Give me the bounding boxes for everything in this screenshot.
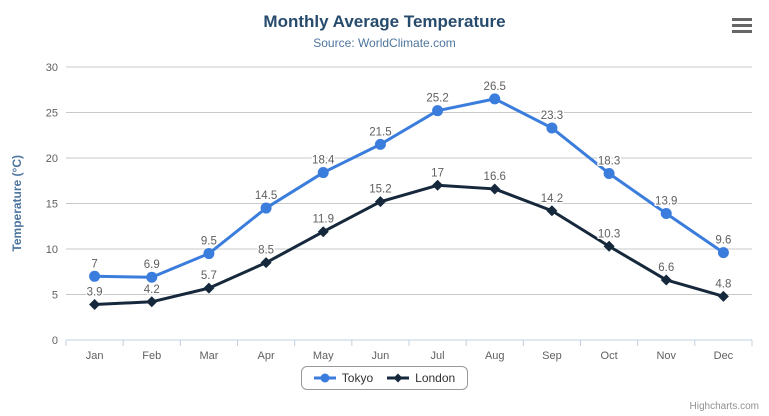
y-axis-tick-label: 10 — [46, 244, 58, 256]
data-point-marker[interactable] — [546, 122, 558, 134]
data-label: 6.6 — [658, 262, 674, 274]
data-point-marker[interactable] — [317, 167, 329, 179]
data-point-marker[interactable] — [317, 226, 329, 238]
data-point-marker[interactable] — [89, 270, 101, 282]
chart-title: Monthly Average Temperature — [263, 12, 506, 31]
data-point-marker[interactable] — [260, 257, 272, 269]
y-axis-tick-label: 15 — [46, 199, 58, 211]
data-point-marker[interactable] — [146, 296, 158, 308]
data-point-marker[interactable] — [717, 247, 729, 259]
x-axis-tick-label: Jul — [431, 350, 445, 362]
data-label: 14.2 — [541, 193, 563, 205]
data-label: 23.3 — [541, 110, 563, 122]
data-label: 18.3 — [598, 155, 620, 167]
y-axis-tick-label: 0 — [52, 335, 58, 347]
x-axis-tick-label: May — [313, 350, 334, 362]
data-label: 14.5 — [255, 190, 277, 202]
data-label: 3.9 — [87, 287, 103, 299]
data-point-marker[interactable] — [432, 105, 444, 117]
y-axis-title: Temperature (°C) — [10, 155, 24, 252]
series-line-tokyo — [93, 97, 725, 279]
credits-link[interactable]: Highcharts.com — [689, 401, 759, 412]
data-point-marker[interactable] — [489, 93, 501, 105]
x-axis-tick-label: Feb — [142, 350, 161, 362]
context-menu-button[interactable] — [730, 15, 754, 35]
y-axis-tick-label: 20 — [46, 153, 58, 165]
data-label: 25.2 — [426, 93, 448, 105]
y-axis-tick-label: 5 — [52, 290, 58, 302]
data-point-marker[interactable] — [660, 208, 672, 220]
data-point-marker[interactable] — [603, 167, 615, 179]
x-axis-tick-label: Jun — [372, 350, 390, 362]
data-point-marker[interactable] — [717, 290, 729, 302]
circle-marker-icon — [313, 373, 336, 383]
y-axis-tick-label: 30 — [46, 62, 58, 74]
data-label: 7 — [91, 258, 97, 270]
data-label: 15.2 — [369, 184, 391, 196]
data-label: 17 — [431, 167, 444, 179]
legend-box: Tokyo London — [300, 366, 469, 390]
data-label: 13.9 — [655, 196, 677, 208]
data-point-marker[interactable] — [660, 274, 672, 286]
data-point-marker[interactable] — [489, 183, 501, 195]
x-axis-tick-label: Mar — [199, 350, 218, 362]
x-axis-tick-label: Aug — [485, 350, 505, 362]
legend-item-london[interactable]: London — [387, 371, 455, 385]
data-label: 26.5 — [484, 81, 506, 93]
data-point-marker[interactable] — [374, 196, 386, 208]
x-axis-tick-label: Oct — [601, 350, 618, 362]
data-label: 21.5 — [369, 126, 391, 138]
data-point-marker[interactable] — [89, 299, 101, 311]
data-point-marker[interactable] — [546, 205, 558, 217]
data-point-marker[interactable] — [203, 248, 215, 260]
x-axis-tick-label: Apr — [258, 350, 275, 362]
hamburger-icon — [732, 17, 752, 21]
y-axis-tick-label: 25 — [46, 108, 58, 120]
data-label: 4.8 — [715, 278, 731, 290]
legend-item-tokyo[interactable]: Tokyo — [313, 371, 374, 385]
x-axis-tick-label: Sep — [542, 350, 562, 362]
data-point-marker[interactable] — [603, 240, 615, 252]
x-axis-tick-label: Dec — [714, 350, 734, 362]
data-label: 8.5 — [258, 245, 274, 257]
diamond-marker-icon — [387, 373, 410, 383]
data-label: 16.6 — [484, 171, 506, 183]
x-axis-tick-label: Nov — [656, 350, 676, 362]
chart-subtitle: Source: WorldClimate.com — [313, 36, 456, 50]
data-point-marker[interactable] — [260, 202, 272, 214]
data-label: 9.5 — [201, 236, 217, 248]
legend: Tokyo London — [0, 366, 769, 390]
x-axis-tick-label: Jan — [86, 350, 104, 362]
hamburger-icon — [732, 23, 752, 27]
data-label: 5.7 — [201, 270, 217, 282]
data-label: 18.4 — [312, 155, 335, 167]
data-point-marker[interactable] — [374, 138, 386, 150]
data-point-marker[interactable] — [432, 179, 444, 191]
data-point-marker[interactable] — [203, 282, 215, 294]
data-label: 6.9 — [144, 259, 160, 271]
data-point-marker[interactable] — [146, 271, 158, 283]
data-label: 9.6 — [715, 235, 731, 247]
data-label: 4.2 — [144, 284, 160, 296]
data-label: 10.3 — [598, 228, 620, 240]
data-label: 11.9 — [312, 214, 334, 226]
series-line-london — [93, 183, 725, 307]
hamburger-icon — [732, 29, 752, 33]
legend-item-label: Tokyo — [341, 371, 374, 385]
legend-item-label: London — [415, 371, 456, 385]
